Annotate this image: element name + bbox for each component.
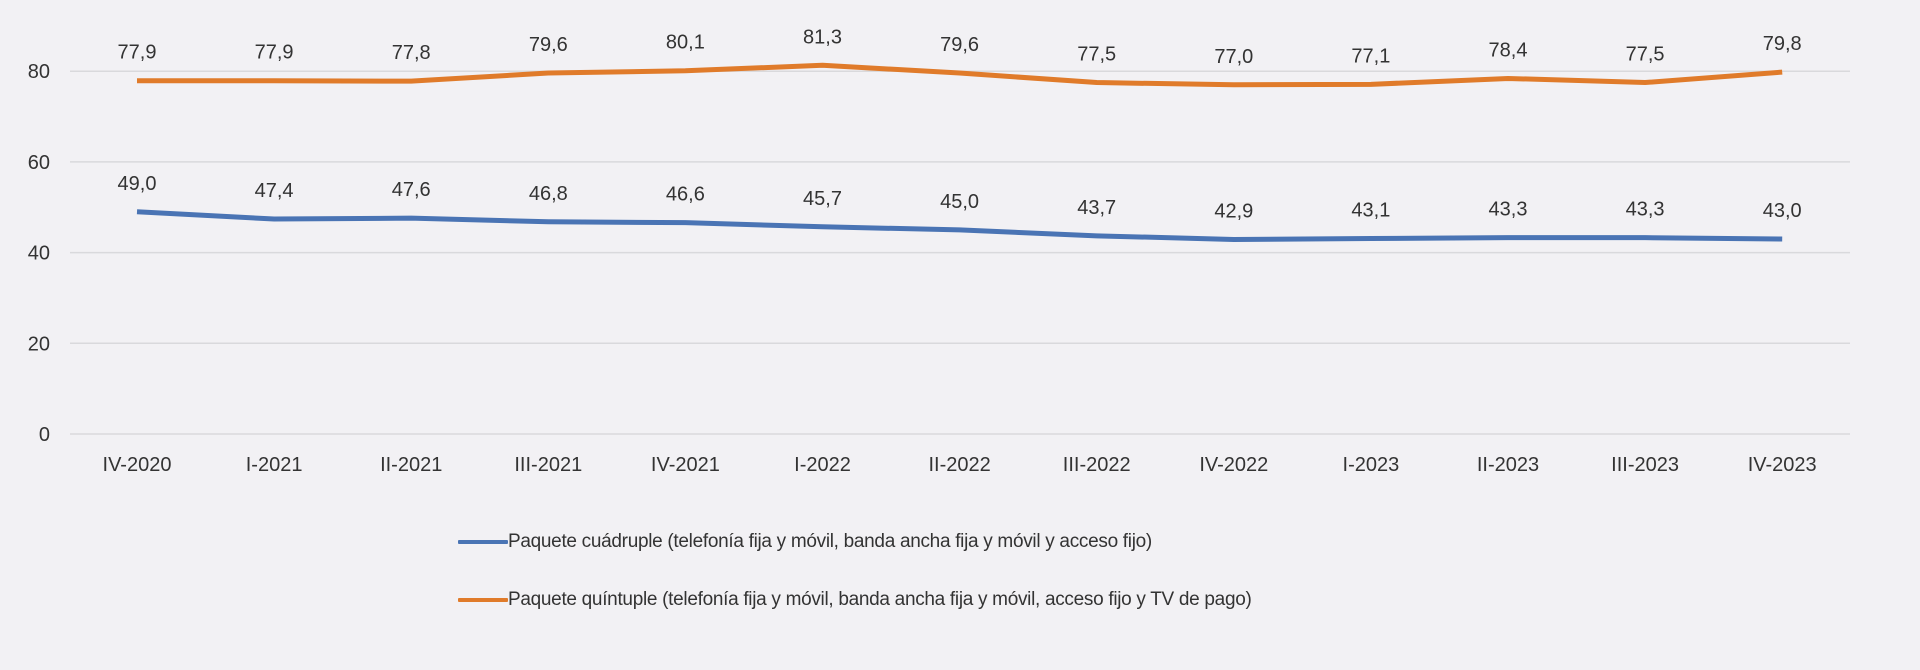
data-label: 43,1	[1351, 200, 1390, 222]
data-label: 47,4	[255, 180, 294, 202]
x-tick-label: III-2021	[514, 454, 582, 476]
legend-line-icon-blue	[458, 540, 508, 544]
x-tick-label: I-2022	[794, 454, 851, 476]
x-tick-label: II-2023	[1477, 454, 1539, 476]
data-label: 77,8	[392, 42, 431, 64]
data-label: 79,6	[940, 34, 979, 56]
y-axis-ticks: 0 20 40 60 80	[28, 61, 50, 446]
x-tick-label: II-2022	[928, 454, 990, 476]
gridlines	[70, 70, 1850, 435]
data-label: 46,8	[529, 183, 568, 205]
series-lines	[136, 62, 1783, 242]
data-labels: 49,0 47,4 47,6 46,8 46,6 45,7 45,0 43,7 42,9 43,1…	[118, 26, 1802, 222]
x-tick-label: IV-2022	[1199, 454, 1268, 476]
data-label: 77,1	[1351, 45, 1390, 67]
data-label: 77,0	[1214, 46, 1253, 68]
x-axis-ticks: IV-2020 I-2021 II-2021 III-2021 IV-2021 I-202…	[103, 454, 1817, 476]
data-label: 77,5	[1626, 44, 1665, 66]
data-label: 78,4	[1489, 39, 1528, 61]
legend-item-quintuple[interactable]: Paquete quíntuple (telefonía fija y móvi…	[458, 585, 1458, 615]
x-tick-label: I-2023	[1343, 454, 1400, 476]
data-label: 77,9	[118, 42, 157, 64]
data-label: 49,0	[118, 173, 157, 195]
data-label: 81,3	[803, 26, 842, 48]
data-label: 43,7	[1077, 197, 1116, 219]
legend-label: Paquete cuádruple (telefonía fija y móvi…	[508, 531, 1152, 552]
data-label: 79,6	[529, 34, 568, 56]
data-label: 80,1	[666, 32, 705, 54]
data-label: 77,9	[255, 42, 294, 64]
legend: Paquete cuádruple (telefonía fija y móvi…	[458, 527, 1458, 643]
y-tick-label: 20	[28, 333, 50, 355]
x-tick-label: II-2021	[380, 454, 442, 476]
x-tick-label: I-2021	[246, 454, 303, 476]
y-tick-label: 40	[28, 243, 50, 265]
data-label: 77,5	[1077, 44, 1116, 66]
data-label: 47,6	[392, 179, 431, 201]
y-tick-label: 60	[28, 152, 50, 174]
y-tick-label: 0	[39, 424, 50, 446]
legend-label: Paquete quíntuple (telefonía fija y móvi…	[508, 589, 1252, 610]
series-line-quintuple[interactable]	[137, 62, 1783, 88]
x-tick-label: III-2022	[1063, 454, 1131, 476]
x-tick-label: III-2023	[1611, 454, 1679, 476]
data-label: 43,3	[1626, 199, 1665, 221]
y-tick-label: 80	[28, 61, 50, 83]
data-label: 45,7	[803, 188, 842, 210]
data-label: 43,0	[1763, 200, 1802, 222]
x-tick-label: IV-2023	[1748, 454, 1817, 476]
legend-line-icon-orange	[458, 598, 508, 602]
data-label: 79,8	[1763, 33, 1802, 55]
data-label: 43,3	[1489, 199, 1528, 221]
legend-item-cuadruple[interactable]: Paquete cuádruple (telefonía fija y móvi…	[458, 527, 1458, 557]
data-label: 45,0	[940, 191, 979, 213]
x-tick-label: IV-2021	[651, 454, 720, 476]
series-line-cuadruple[interactable]	[136, 209, 1783, 242]
data-label: 46,6	[666, 184, 705, 206]
x-tick-label: IV-2020	[103, 454, 172, 476]
data-label: 42,9	[1214, 200, 1253, 222]
